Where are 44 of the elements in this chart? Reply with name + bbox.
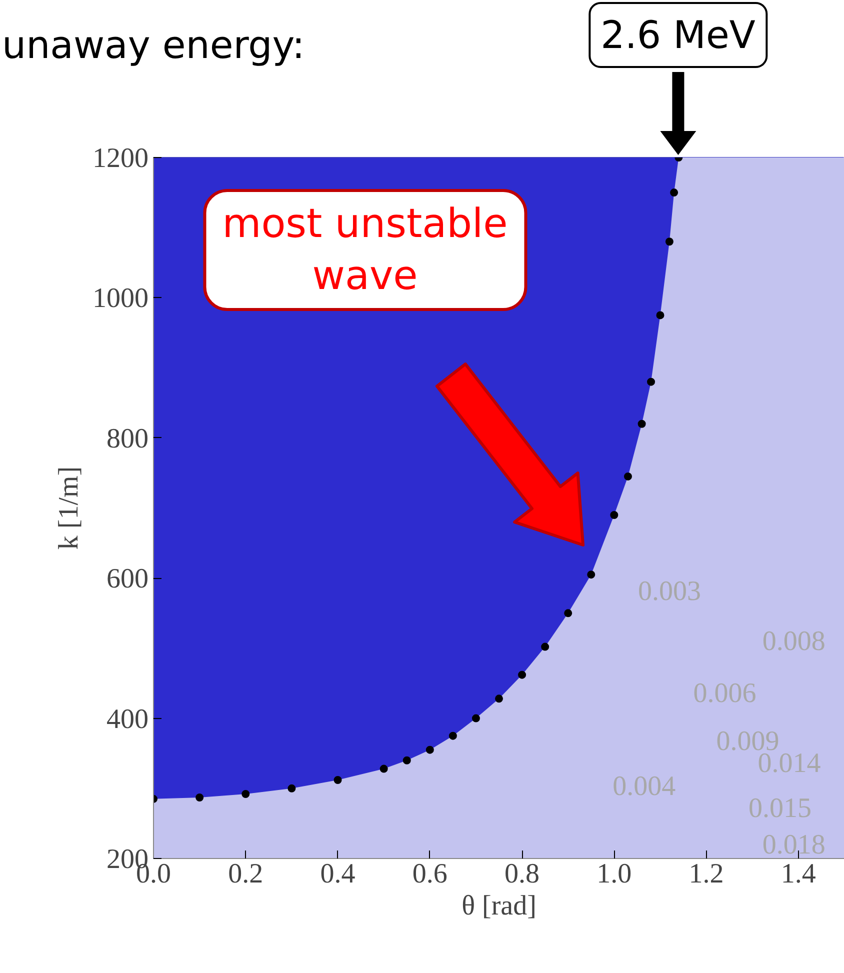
x-tick-label: 1.0 [596, 858, 632, 890]
point [647, 378, 656, 386]
x-tick-label: 1.2 [688, 858, 724, 890]
point [638, 420, 646, 428]
point [472, 714, 480, 722]
point [610, 511, 618, 520]
x-tick-label: 1.4 [780, 858, 816, 890]
annotation: 0.003 [638, 576, 701, 608]
annotation: 0.015 [748, 792, 812, 824]
point [656, 311, 664, 320]
x-tick-label: 0.4 [320, 858, 356, 890]
y-tick-label: 1200 [92, 143, 148, 174]
point [624, 472, 632, 480]
point [334, 776, 342, 784]
annotation: 0.004 [612, 771, 676, 802]
x-tick-label: 0.2 [228, 858, 264, 890]
point [196, 794, 204, 802]
point [518, 670, 526, 679]
point [587, 570, 596, 579]
point [448, 732, 457, 740]
point [380, 764, 388, 773]
point [242, 790, 250, 798]
y-axis-title: k [1/m] [54, 466, 84, 550]
y-tick-label: 1000 [92, 283, 148, 314]
point [288, 784, 296, 792]
annotation: 0.006 [693, 678, 756, 709]
x-axis-title: θ [rad] [462, 890, 536, 922]
annotation: 0.008 [762, 626, 826, 657]
point [402, 756, 411, 764]
point [665, 238, 674, 246]
annotation: 2.6 MeV [588, 2, 768, 68]
y-tick-label: 600 [106, 564, 148, 595]
x-tick-label: 0.6 [412, 858, 448, 890]
y-tick-label: 800 [106, 423, 148, 454]
point [426, 746, 434, 754]
annotation: most unstable wave [203, 189, 527, 311]
point [495, 694, 503, 703]
y-tick-label: 400 [106, 704, 148, 735]
point [670, 188, 678, 197]
point [541, 642, 550, 651]
chart-title: unaway energy: [2, 22, 305, 69]
point [564, 609, 572, 618]
annotation: 0.018 [762, 829, 826, 860]
x-tick-label: 0.8 [504, 858, 540, 890]
